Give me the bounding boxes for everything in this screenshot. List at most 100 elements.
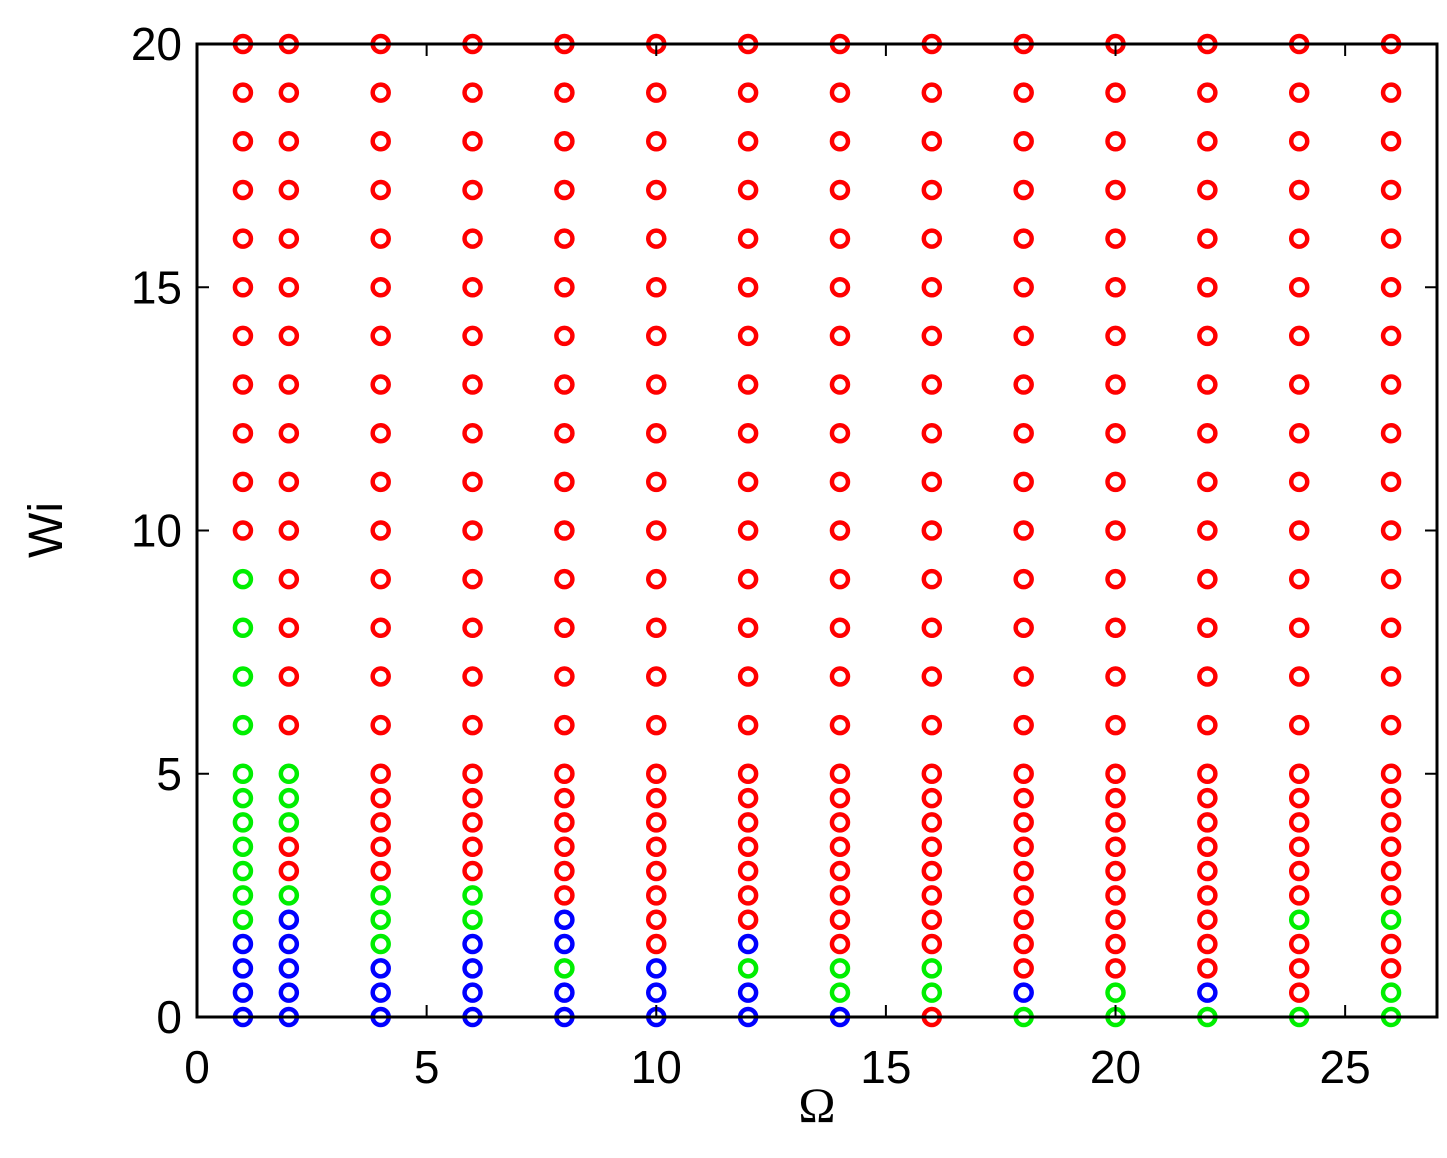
point (370, 982, 391, 1003)
point (1288, 763, 1310, 784)
point (737, 422, 759, 444)
point (278, 763, 300, 784)
point (921, 958, 943, 979)
point (1380, 617, 1402, 639)
y-tick-label: 20 (131, 18, 182, 70)
point (1013, 277, 1034, 298)
point (1013, 568, 1034, 590)
point (554, 860, 575, 882)
point (554, 131, 575, 152)
point (646, 933, 667, 955)
point (737, 568, 759, 590)
point (370, 228, 391, 249)
point (829, 82, 851, 103)
point (370, 714, 391, 736)
point (1288, 82, 1310, 103)
point (646, 787, 667, 809)
point (370, 812, 391, 833)
point (737, 836, 759, 857)
point (1197, 787, 1218, 809)
point (737, 958, 759, 979)
point (646, 860, 667, 882)
point (370, 909, 391, 930)
point (646, 714, 667, 736)
point (646, 958, 667, 979)
point (232, 909, 254, 930)
point (370, 787, 391, 809)
point (1013, 325, 1034, 347)
point (646, 82, 667, 103)
point (737, 471, 759, 493)
point (1288, 277, 1310, 298)
point (1288, 179, 1310, 201)
point (1013, 374, 1034, 395)
point (462, 860, 483, 882)
point (1288, 568, 1310, 590)
point (1105, 787, 1126, 809)
point (554, 787, 575, 809)
point (554, 982, 575, 1003)
point (370, 666, 391, 687)
point (1105, 520, 1126, 541)
point (829, 836, 851, 857)
point (232, 179, 254, 201)
point (1380, 909, 1402, 930)
point (278, 568, 300, 590)
point (462, 812, 483, 833)
point (737, 131, 759, 152)
point (232, 374, 254, 395)
point (829, 812, 851, 833)
point (278, 714, 300, 736)
point (1288, 909, 1310, 930)
point (829, 471, 851, 493)
point (829, 228, 851, 249)
point (1380, 520, 1402, 541)
point (1288, 812, 1310, 833)
point (370, 860, 391, 882)
point (1288, 617, 1310, 639)
point (1013, 82, 1034, 103)
point (1197, 471, 1218, 493)
point (462, 666, 483, 687)
point (370, 179, 391, 201)
point (462, 374, 483, 395)
point (370, 617, 391, 639)
y-tick-label: 15 (131, 261, 182, 313)
point (278, 325, 300, 347)
point (462, 763, 483, 784)
point (278, 666, 300, 687)
point (921, 933, 943, 955)
point (921, 520, 943, 541)
point (554, 520, 575, 541)
point (646, 568, 667, 590)
point (554, 568, 575, 590)
point (554, 666, 575, 687)
point (370, 933, 391, 955)
point (1105, 374, 1126, 395)
point (1105, 958, 1126, 979)
point (462, 617, 483, 639)
point (1013, 422, 1034, 444)
point (278, 812, 300, 833)
point (1197, 958, 1218, 979)
point (829, 982, 851, 1003)
point (278, 836, 300, 857)
point (737, 933, 759, 955)
point (232, 885, 254, 906)
point (1197, 374, 1218, 395)
point (370, 836, 391, 857)
point (1380, 228, 1402, 249)
point (921, 374, 943, 395)
point (921, 471, 943, 493)
point (278, 982, 300, 1003)
point (554, 933, 575, 955)
point (1380, 422, 1402, 444)
point (829, 885, 851, 906)
point (1013, 860, 1034, 882)
point (1288, 422, 1310, 444)
point (921, 325, 943, 347)
y-tick-label: 5 (156, 748, 182, 800)
point (829, 179, 851, 201)
point (921, 909, 943, 930)
point (1013, 179, 1034, 201)
